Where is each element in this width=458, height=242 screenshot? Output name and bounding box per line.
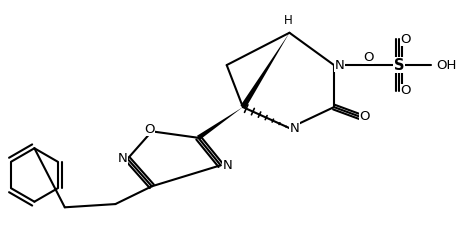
Text: N: N xyxy=(290,122,300,135)
Text: O: O xyxy=(144,123,155,136)
Text: N: N xyxy=(117,152,127,165)
Text: N: N xyxy=(223,159,232,172)
Text: OH: OH xyxy=(436,59,457,72)
Polygon shape xyxy=(240,33,289,109)
Text: O: O xyxy=(363,51,374,64)
Polygon shape xyxy=(197,107,243,140)
Text: O: O xyxy=(400,33,411,46)
Text: H: H xyxy=(284,14,293,27)
Text: O: O xyxy=(400,84,411,98)
Text: S: S xyxy=(393,58,404,73)
Text: O: O xyxy=(360,110,370,123)
Text: N: N xyxy=(334,59,344,72)
